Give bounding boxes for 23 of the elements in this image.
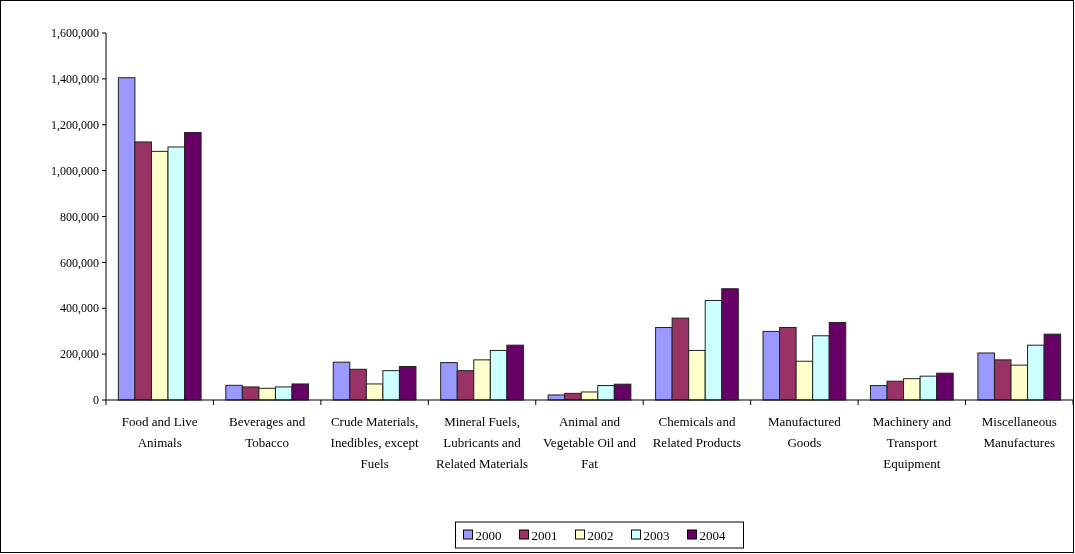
y-tick-label: 400,000: [60, 301, 99, 316]
y-tick-label: 1,600,000: [51, 26, 99, 41]
x-tick-label: Food and Live Animals: [121, 414, 198, 450]
legend-label: 2000: [475, 527, 502, 543]
y-tick-label: 0: [93, 393, 99, 408]
y-tick-label: 200,000: [60, 347, 99, 362]
legend-label: 2003: [643, 527, 670, 543]
y-tick-label: 1,400,000: [51, 72, 99, 87]
x-tick-label: Crude Materials, Inedibles, except Fuels: [330, 414, 420, 471]
legend-label: 2004: [699, 527, 726, 543]
x-tick-label: Beverages and Tobacco: [229, 414, 306, 450]
y-tick-label: 600,000: [60, 255, 99, 270]
y-tick-label: 1,200,000: [51, 117, 99, 132]
x-tick-label: Animal and Vegetable Oil and Fat: [542, 414, 637, 471]
y-tick-label: 1,000,000: [51, 163, 99, 178]
x-tick-label: Machinery and Transport Equipment: [872, 414, 952, 471]
legend-label: 2001: [531, 527, 558, 543]
x-tick-label: Manufactured Goods: [767, 414, 842, 450]
legend-label: 2002: [587, 527, 614, 543]
x-tick-label: Chemicals and Related Products: [652, 414, 742, 450]
y-tick-label: 800,000: [60, 209, 99, 224]
x-tick-label: Miscellaneous Manufactures: [981, 414, 1057, 450]
x-tick-label: Mineral Fuels, Lubricants and Related Materials: [436, 414, 529, 471]
